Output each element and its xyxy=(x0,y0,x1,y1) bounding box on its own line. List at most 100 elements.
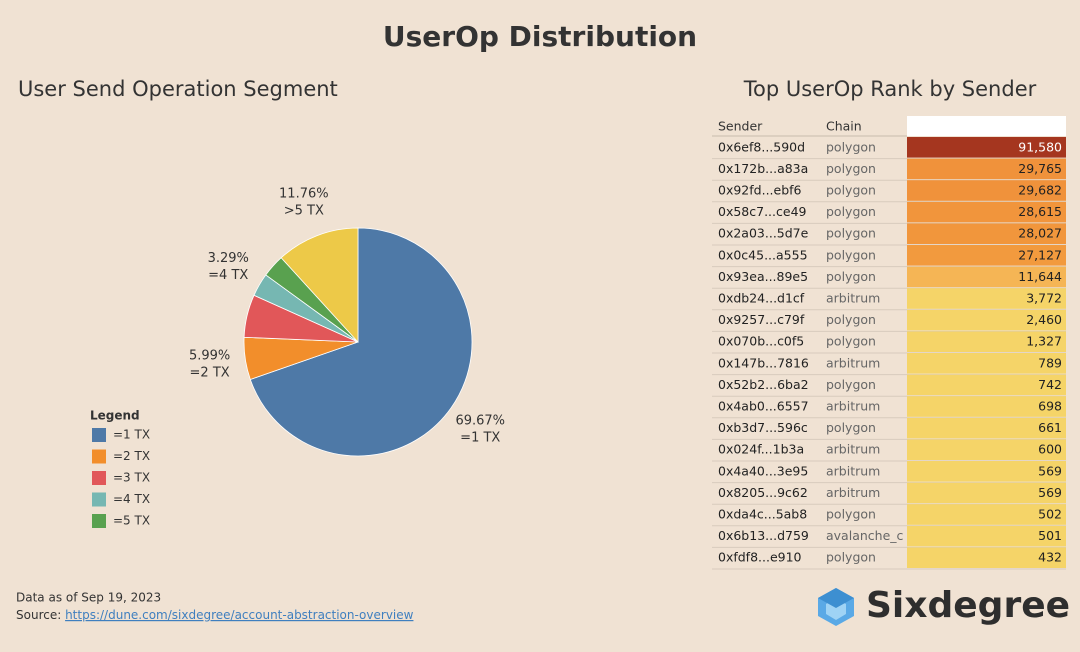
sender-cell: 0x92fd...ebf6 xyxy=(718,183,802,198)
value-label: 789 xyxy=(1038,355,1062,370)
value-cell xyxy=(907,180,1066,201)
legend-swatch xyxy=(92,492,106,507)
chain-cell: polygon xyxy=(826,550,876,565)
legend-title: Legend xyxy=(90,409,140,423)
sender-cell: 0x52b2...6ba2 xyxy=(718,377,809,392)
value-label: 1,327 xyxy=(1026,334,1062,349)
chain-cell: polygon xyxy=(826,377,876,392)
slice-value-label: 3.29% xyxy=(208,251,249,266)
page-title: UserOp Distribution xyxy=(383,20,697,53)
sender-cell: 0x024f...1b3a xyxy=(718,442,804,457)
value-cell xyxy=(907,461,1066,482)
slice-value-label: 69.67% xyxy=(455,413,505,428)
value-label: 3,772 xyxy=(1026,291,1062,306)
value-label: 698 xyxy=(1038,399,1062,414)
source-note: Source: https://dune.com/sixdegree/accou… xyxy=(16,608,414,622)
sender-cell: 0x2a03...5d7e xyxy=(718,226,809,241)
column-header: Chain xyxy=(826,119,862,134)
value-cell xyxy=(907,504,1066,525)
pie-slice xyxy=(280,227,359,344)
sender-cell: 0xfdf8...e910 xyxy=(718,550,802,565)
value-label: 91,580 xyxy=(1018,139,1062,154)
value-label: 29,765 xyxy=(1018,161,1062,176)
value-label: 501 xyxy=(1038,528,1062,543)
slice-value-label: 11.76% xyxy=(279,187,329,202)
chain-cell: arbitrum xyxy=(826,442,880,457)
sender-cell: 0x58c7...ce49 xyxy=(718,204,807,219)
legend-swatch xyxy=(92,428,106,442)
chain-cell: arbitrum xyxy=(826,399,880,414)
value-cell xyxy=(907,137,1066,158)
sender-cell: 0x070b...c0f5 xyxy=(718,334,804,349)
chain-cell: polygon xyxy=(826,420,876,435)
value-cell xyxy=(907,353,1066,374)
value-label: 742 xyxy=(1038,377,1062,392)
chain-cell: polygon xyxy=(826,247,876,262)
slice-value-label: 5.99% xyxy=(189,348,230,363)
slice-category-label: =4 TX xyxy=(208,268,248,283)
value-cell xyxy=(907,547,1066,568)
chain-cell: arbitrum xyxy=(826,485,880,500)
value-label: 28,027 xyxy=(1018,226,1062,241)
value-header-cell xyxy=(907,116,1066,136)
value-label: 661 xyxy=(1038,420,1062,435)
value-cell xyxy=(907,201,1066,223)
value-cell xyxy=(907,331,1066,352)
value-cell xyxy=(907,417,1066,439)
source-link[interactable]: https://dune.com/sixdegree/account-abstr… xyxy=(65,608,414,622)
legend-swatch xyxy=(92,514,106,528)
legend-label: =4 TX xyxy=(113,492,150,506)
value-label: 432 xyxy=(1038,550,1062,565)
chain-cell: arbitrum xyxy=(826,463,880,478)
sender-cell: 0x147b...7816 xyxy=(718,355,809,370)
value-cell xyxy=(907,309,1066,331)
chain-cell: polygon xyxy=(826,226,876,241)
value-cell xyxy=(907,525,1066,547)
sender-cell: 0x9257...c79f xyxy=(718,312,805,327)
pie-slice xyxy=(249,227,473,457)
sender-cell: 0x4a40...3e95 xyxy=(718,463,808,478)
value-label: 569 xyxy=(1038,463,1062,478)
value-label: 11,644 xyxy=(1018,269,1062,284)
chain-cell: arbitrum xyxy=(826,291,880,306)
legend-label: =5 TX xyxy=(113,514,150,528)
legend-label: =3 TX xyxy=(113,471,150,485)
sender-cell: 0xda4c...5ab8 xyxy=(718,507,807,522)
value-label: 2,460 xyxy=(1026,312,1062,327)
value-label: 502 xyxy=(1038,507,1062,522)
sender-cell: 0x0c45...a555 xyxy=(718,247,808,262)
value-label: 27,127 xyxy=(1018,247,1062,262)
value-cell xyxy=(907,288,1066,309)
value-cell xyxy=(907,158,1066,180)
value-cell xyxy=(907,266,1066,288)
sender-cell: 0x6ef8...590d xyxy=(718,139,805,154)
sender-cell: 0x8205...9c62 xyxy=(718,485,808,500)
value-label: 600 xyxy=(1038,442,1062,457)
chain-cell: polygon xyxy=(826,312,876,327)
legend-label: =2 TX xyxy=(113,449,150,463)
value-cell xyxy=(907,439,1066,460)
legend-label: =1 TX xyxy=(113,428,150,442)
legend-swatch xyxy=(92,449,106,464)
slice-category-label: =1 TX xyxy=(460,430,500,445)
chain-cell: polygon xyxy=(826,161,876,176)
table-title: Top UserOp Rank by Sender xyxy=(743,77,1037,101)
chain-cell: polygon xyxy=(826,183,876,198)
brand-name: Sixdegree xyxy=(866,585,1070,626)
brand-logo xyxy=(818,588,854,626)
slice-category-label: =2 TX xyxy=(190,365,230,380)
sender-cell: 0xdb24...d1cf xyxy=(718,291,805,306)
sender-cell: 0x6b13...d759 xyxy=(718,528,809,543)
chain-cell: avalanche_c xyxy=(826,528,904,543)
legend-swatch xyxy=(92,471,106,485)
date-note: Data as of Sep 19, 2023 xyxy=(16,591,161,605)
chain-cell: polygon xyxy=(826,507,876,522)
chain-cell: polygon xyxy=(826,139,876,154)
sender-cell: 0x172b...a83a xyxy=(718,161,808,176)
value-cell xyxy=(907,245,1066,266)
value-cell xyxy=(907,482,1066,504)
slice-category-label: >5 TX xyxy=(284,204,324,219)
sender-cell: 0x4ab0...6557 xyxy=(718,399,809,414)
value-cell xyxy=(907,396,1066,417)
sender-cell: 0x93ea...89e5 xyxy=(718,269,808,284)
